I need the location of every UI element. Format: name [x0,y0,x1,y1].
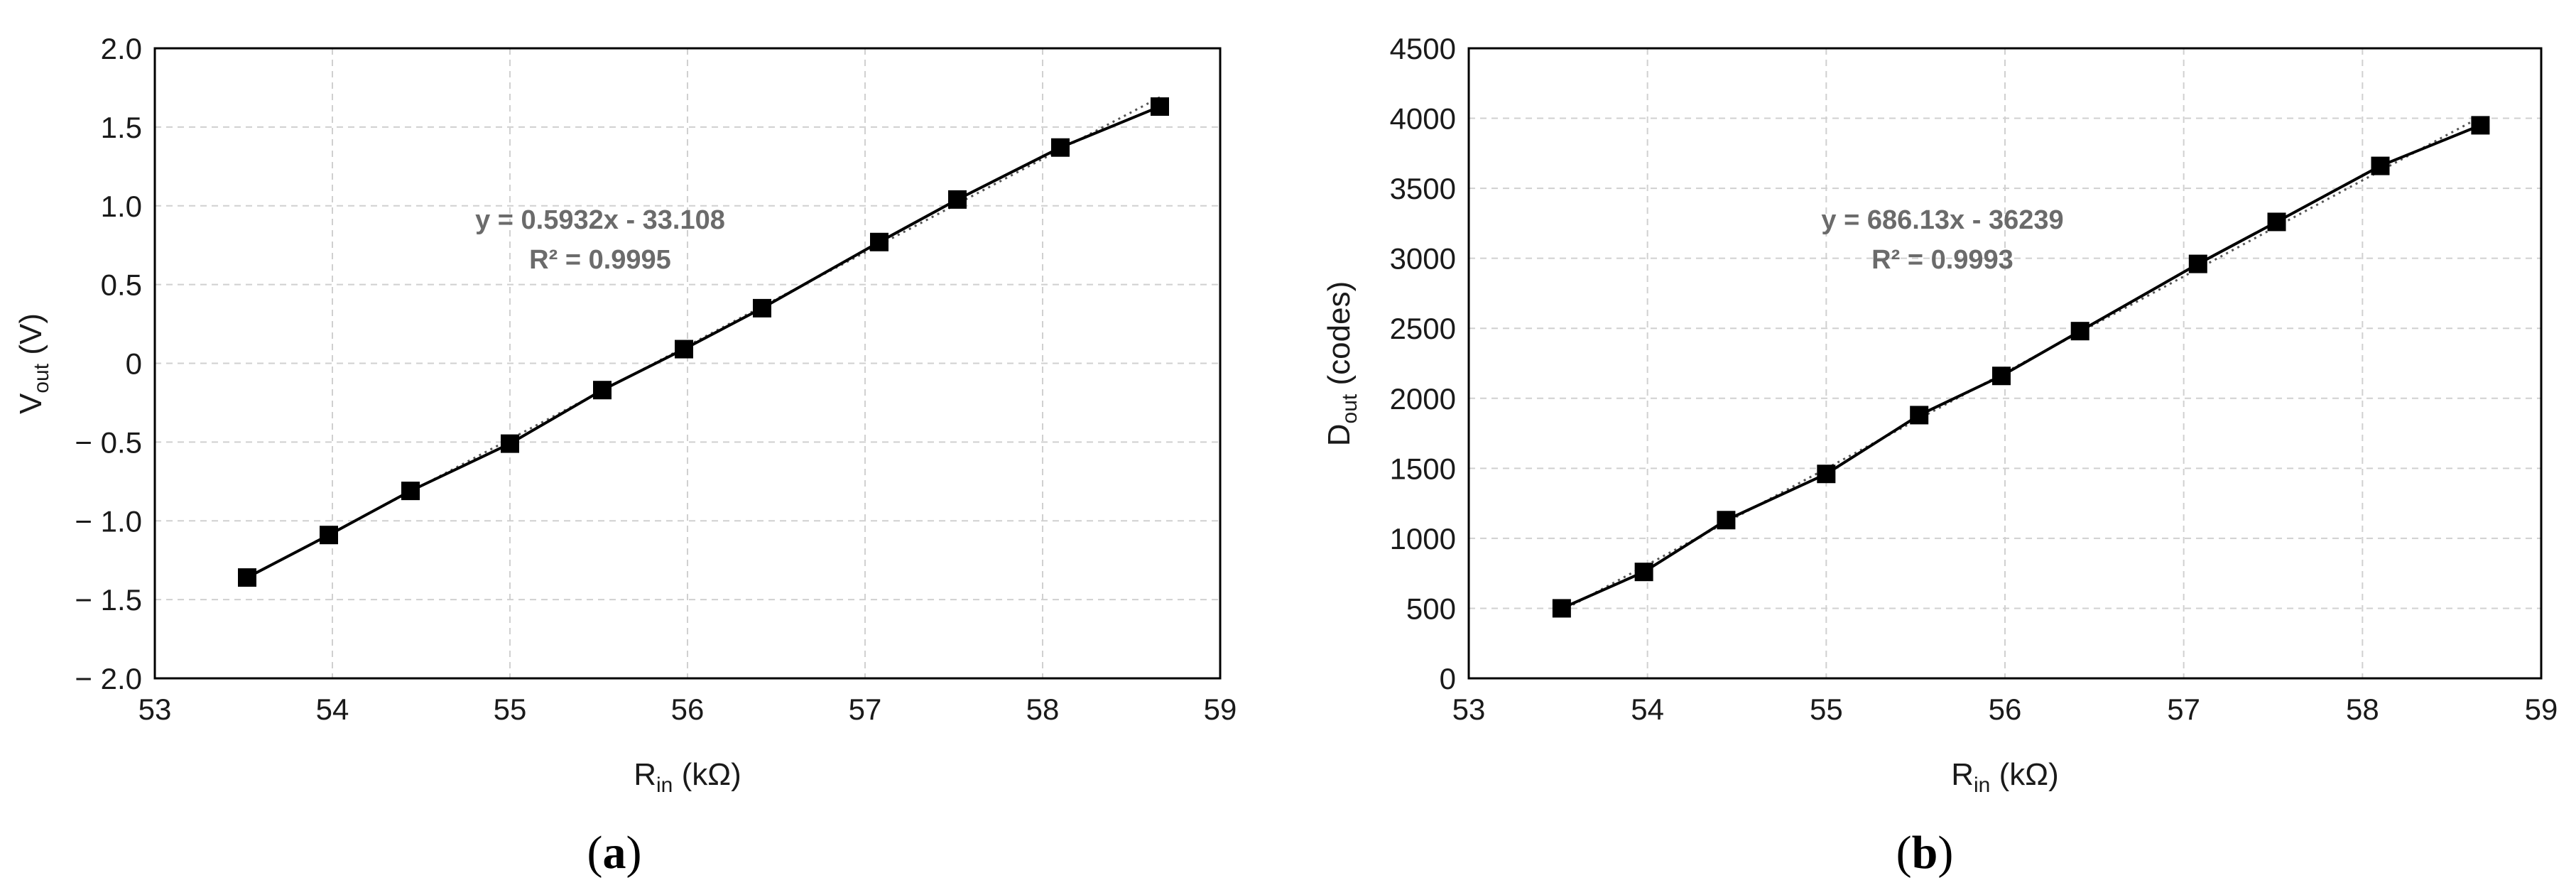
data-point-b [1817,465,1836,484]
data-point-a [238,568,256,587]
caption-b: (b) [1896,827,1954,879]
y-tick-label: 1.5 [101,111,142,144]
data-point-a [1051,138,1070,157]
y-axis-label-a: Vout (V) [13,313,53,414]
data-line-a [246,105,1161,579]
y-ticks-a: 2.0 1.5 1.0 0.5 0 − 0.5 − 1.0 − 1.5 − 2.0 [75,32,142,695]
x-tick-label: 59 [2525,693,2558,726]
markers-b [1552,116,2490,618]
x-tick-label: 54 [316,693,349,726]
x-tick-label: 57 [849,693,882,726]
y-tick-label: − 1.0 [75,504,142,538]
y-tick-label: 0 [1440,662,1456,695]
r-squared-b: R² = 0.9993 [1871,245,2013,275]
data-point-b [1717,511,1736,530]
x-tick-label: 53 [138,693,172,726]
y-tick-label: − 1.5 [75,583,142,617]
data-point-b [1910,406,1929,425]
y-tick-label: 500 [1406,592,1456,625]
y-tick-label: − 2.0 [75,662,142,695]
y-tick-label: 0 [126,347,142,381]
y-tick-label: 1.0 [101,190,142,223]
x-tick-label: 57 [2167,693,2200,726]
x-tick-label: 55 [494,693,527,726]
x-tick-label: 53 [1452,693,1486,726]
data-point-b [2371,156,2390,175]
data-point-b [2188,254,2207,273]
y-tick-label: 2500 [1390,312,1456,345]
x-tick-label: 54 [1631,693,1664,726]
y-ticks-b: 4500 4000 3500 3000 2500 2000 1500 1000 500 0 [1390,32,1456,695]
grid-b [1469,48,2541,678]
grid-a [155,48,1220,678]
y-tick-label: 3000 [1390,242,1456,276]
plot-frame-b [1467,47,2543,680]
data-point-a [401,482,420,501]
data-point-a [675,340,693,359]
data-point-a [501,434,519,453]
x-tick-label: 58 [2346,693,2379,726]
y-axis-label-b: Dout (codes) [1322,281,1362,446]
y-tick-label: 3500 [1390,172,1456,205]
chart-panel-a: 53 54 55 56 57 58 59 2.0 1.5 1.0 0.5 0 − 0.5 − 1.0 − … [13,32,1237,879]
data-point-a [870,232,888,251]
x-axis-label-a: Rin (kΩ) [634,757,741,797]
data-point-b [2267,212,2286,232]
equation-b: y = 686.13x - 36239 [1821,205,2063,235]
equation-a: y = 0.5932x - 33.108 [475,205,725,235]
y-tick-label: 4500 [1390,32,1456,65]
caption-a: (a) [587,827,642,879]
plot-frame-a [153,47,1222,680]
x-tick-label: 58 [1026,693,1060,726]
y-tick-label: − 0.5 [75,425,142,459]
x-tick-label: 56 [1989,693,2022,726]
y-tick-label: 0.5 [101,268,142,302]
data-point-b [2070,322,2089,341]
x-ticks-a: 53 54 55 56 57 58 59 [138,693,1237,726]
markers-a [238,97,1169,587]
data-point-a [948,190,967,209]
r-squared-a: R² = 0.9995 [529,245,671,275]
data-point-a [753,298,771,318]
data-point-b [1991,367,2011,386]
data-point-b [1634,563,1653,582]
x-tick-label: 55 [1810,693,1843,726]
y-tick-label: 1000 [1390,522,1456,555]
y-tick-label: 2.0 [101,32,142,65]
data-point-a [593,381,612,400]
x-tick-label: 59 [1204,693,1237,726]
x-axis-label-b: Rin (kΩ) [1951,757,2059,797]
y-tick-label: 1500 [1390,452,1456,485]
y-tick-label: 4000 [1390,102,1456,136]
data-point-a [1151,97,1169,116]
x-tick-label: 56 [671,693,705,726]
x-ticks-b: 53 54 55 56 57 58 59 [1452,693,2558,726]
y-tick-label: 2000 [1390,382,1456,416]
chart-panel-b: 53 54 55 56 57 58 59 4500 4000 3500 3000 2500 2000 1… [1322,32,2558,879]
data-point-b [1552,599,1571,618]
data-line-b [1561,124,2482,610]
data-point-b [2471,116,2490,135]
data-point-a [320,526,338,545]
